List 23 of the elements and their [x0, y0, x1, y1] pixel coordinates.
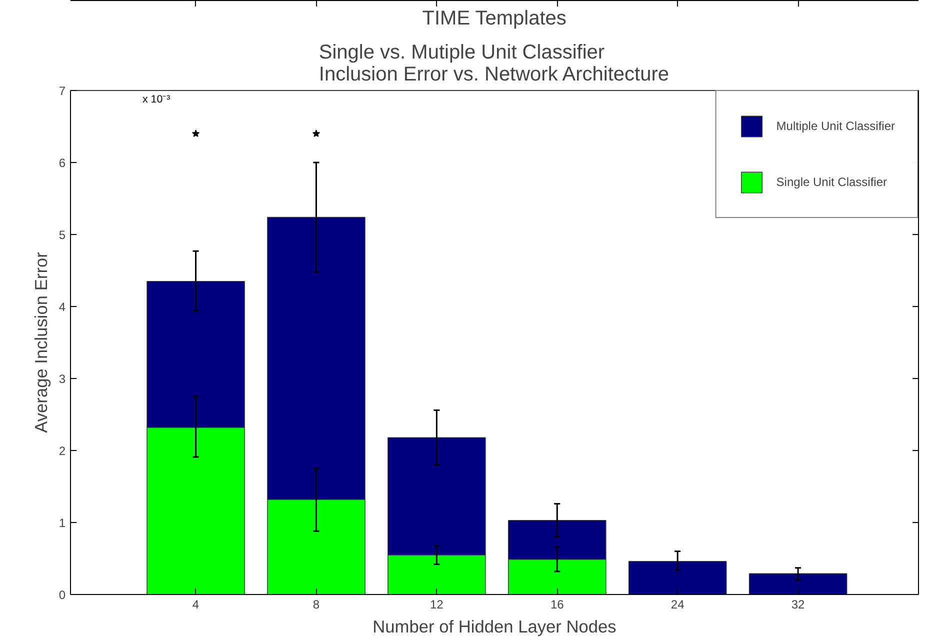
x-tick-label: 24 [670, 598, 685, 612]
x-tick-label: 32 [791, 598, 806, 612]
x-tick-label: 4 [192, 598, 200, 612]
y-tick-label: 7 [58, 84, 66, 98]
bar [748, 573, 848, 594]
y-tick-label: 0 [58, 588, 66, 602]
annotation: x 10⁻³ [142, 94, 171, 106]
legend-label: Single Unit Classifier [776, 175, 888, 189]
chart-title: TIME Templates [422, 8, 566, 30]
x-tick-label: 16 [550, 598, 564, 612]
y-tick-label: 4 [58, 300, 66, 314]
x-tick-label: 12 [430, 598, 444, 612]
y-axis-title: Average Inclusion Error [30, 252, 51, 433]
bar [628, 561, 727, 594]
x-axis-title: Number of Hidden Layer Nodes [372, 616, 617, 636]
x-tick-label: 8 [312, 598, 320, 612]
y-tick-label: 2 [58, 444, 66, 458]
y-tick-label: 5 [58, 228, 66, 242]
legend-label: Multiple Unit Classifier [776, 119, 895, 133]
y-tick-label: 1 [58, 516, 66, 530]
y-tick-label: 3 [58, 372, 66, 386]
chart-subtitle: Single vs. Mutiple Unit Classifier Inclusion Error vs. Network Architecture [318, 42, 670, 86]
y-tick-label: 6 [58, 156, 66, 170]
